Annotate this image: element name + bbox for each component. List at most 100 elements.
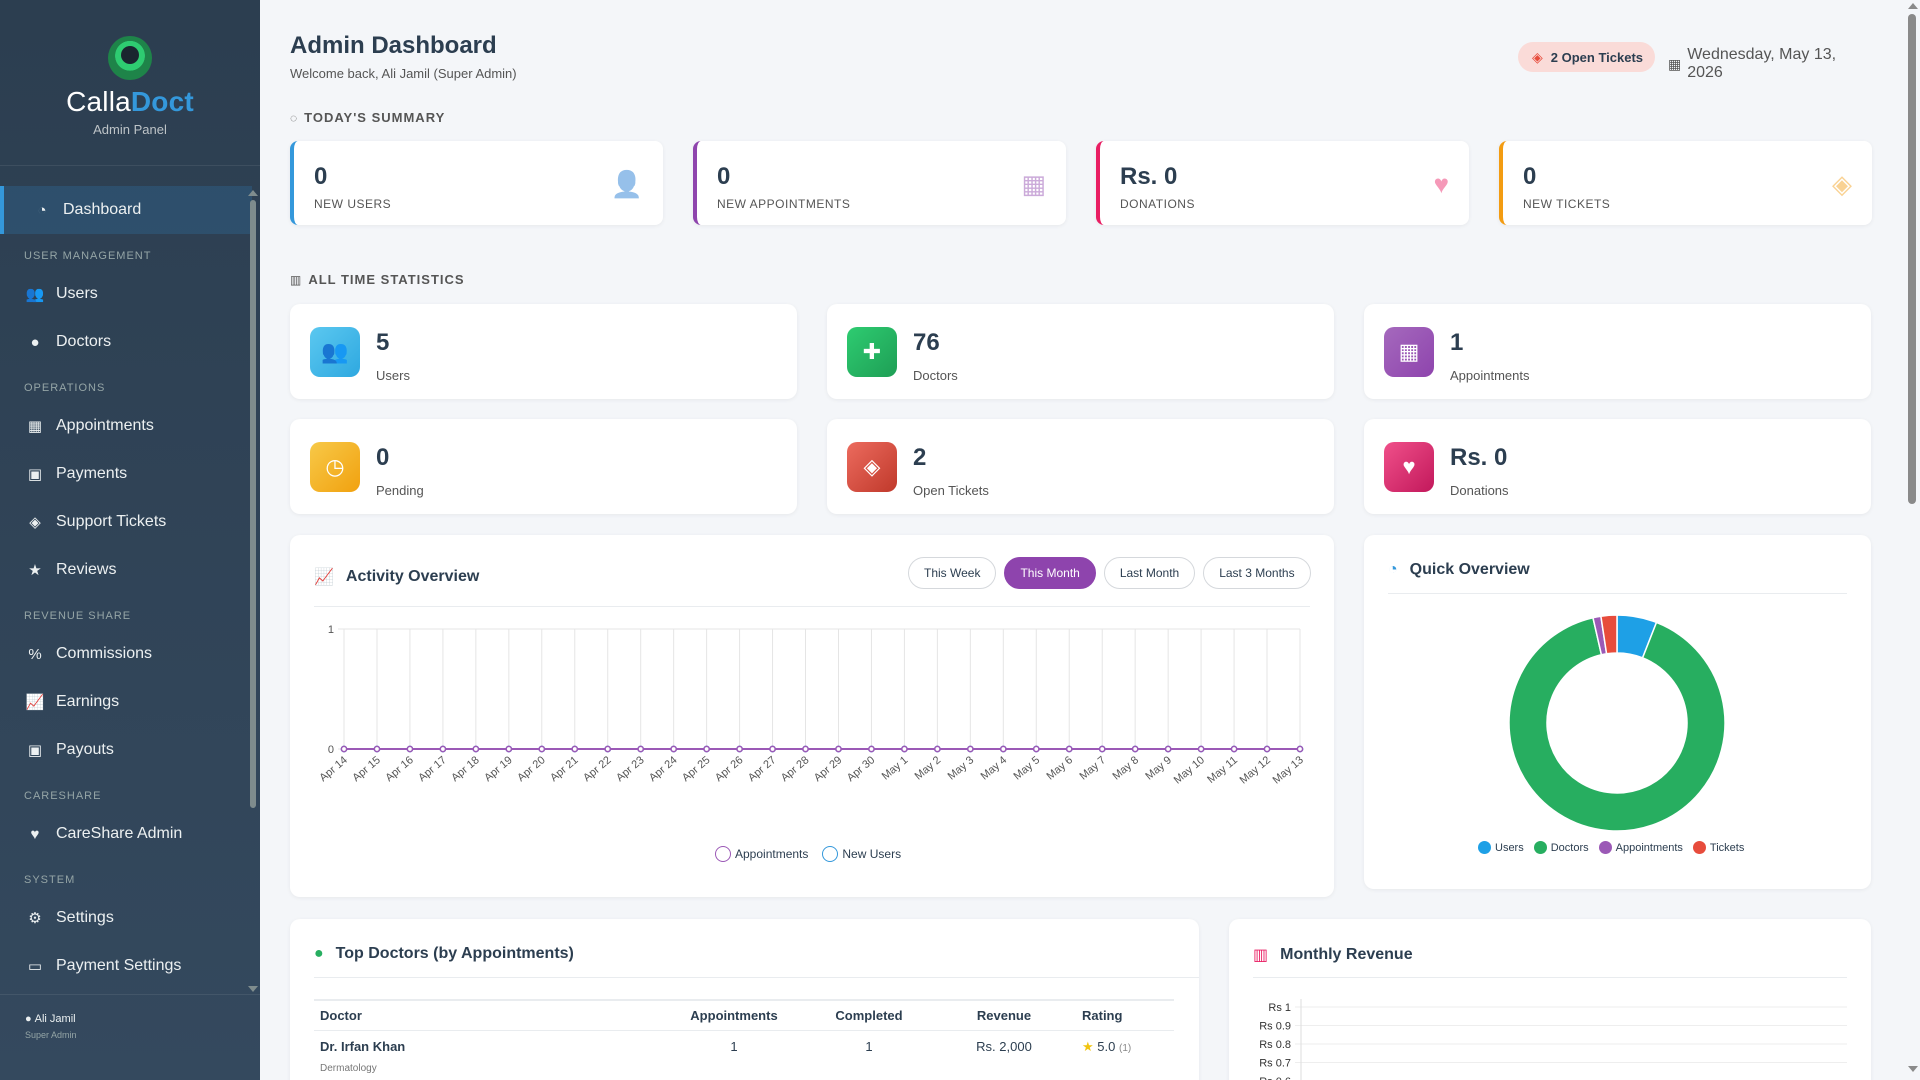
panel-divider [314,977,1199,978]
all-time-statistics-text: ALL TIME STATISTICS [308,272,465,287]
sidebar-item-careshare-admin[interactable]: ♥ CareShare Admin [0,810,252,858]
legend-item-users[interactable]: Users [1478,841,1524,854]
sidebar-user[interactable]: ● Ali Jamil Super Admin [0,994,260,1080]
doctor-name[interactable]: Dr. Irfan Khan [320,1038,406,1054]
filter-last-month-button[interactable]: Last Month [1103,557,1196,589]
data-point [571,745,579,753]
sidebar-user-name: Ali Jamil [34,1013,76,1025]
y-tick-label: Rs 0.7 [1259,1058,1291,1070]
brand-name[interactable]: CallaDoct [0,86,260,118]
sidebar-item-label: Appointments [56,417,154,434]
y-tick-label: Rs 1 [1268,1002,1291,1014]
sidebar-item-label: Earnings [56,693,120,710]
sidebar-item-payments[interactable]: ▣ Payments [0,450,252,498]
sidebar-nav: ◔ Dashboard USER MANAGEMENT 👥 Users ● Docto… [0,186,252,992]
calendar-icon: ▦ [27,418,43,435]
rating-cell: ★ 5.0 (1) [1064,1030,1174,1074]
donut-slice-tickets [1600,614,1618,655]
legend-item-doctors[interactable]: Doctors [1533,841,1589,854]
data-point [538,745,546,753]
column-header-rating[interactable]: Rating [1064,999,1174,1031]
x-tick-label: Apr 30 [845,754,878,784]
data-point [966,745,974,753]
data-point [406,745,414,753]
x-tick-label: Apr 20 [515,754,548,784]
quick-overview-donut-chart[interactable] [1364,605,1871,835]
column-header-appointments[interactable]: Appointments [674,999,794,1031]
sidebar-item-payouts[interactable]: ▣ Payouts [0,726,252,774]
sidebar-item-doctors[interactable]: ● Doctors [0,318,252,366]
legend-item-new-users[interactable]: New Users [822,846,901,862]
sidebar-item-users[interactable]: 👥 Users [0,270,252,318]
data-point [1065,745,1073,753]
legend-item-appointments[interactable]: Appointments [1598,841,1683,854]
summary-label: NEW TICKETS [1523,197,1611,211]
legend-swatch [1692,841,1706,854]
page-scroll-up-arrow[interactable] [1908,3,1918,9]
doctor-cell: Dr. Irfan Khan Dermatology [314,1030,674,1074]
top-doctors-panel: ● Top Doctors (by Appointments) Doctor Ap… [290,919,1199,1080]
column-header-completed[interactable]: Completed [794,999,944,1031]
sidebar-item-label: Support Tickets [56,513,167,530]
column-header-revenue[interactable]: Revenue [944,999,1064,1031]
data-point [868,745,875,753]
quick-overview-title-text: Quick Overview [1409,561,1530,578]
x-tick-label: May 12 [1238,754,1273,786]
calendar-plus-icon: ▦ [1021,169,1046,199]
page-scroll-down-arrow[interactable] [1908,1066,1918,1072]
quick-overview-title: ◔ Quick Overview [1388,561,1530,579]
data-point [934,745,941,753]
sidebar-scroll-down-arrow[interactable] [248,986,258,992]
sidebar-item-payment-settings[interactable]: ▭ Payment Settings [0,942,252,990]
completed-cell: 1 [865,1038,873,1054]
sidebar-item-label: Commissions [56,645,153,662]
table-header-row: Doctor Appointments Completed Revenue Ra… [314,999,1174,1031]
sidebar-item-earnings[interactable]: 📈 Earnings [0,678,252,726]
y-tick-label: Rs 0.8 [1259,1039,1291,1051]
data-point [637,745,645,753]
legend-swatch [715,846,731,862]
sidebar-section-user-management: USER MANAGEMENT [24,250,152,262]
filter-this-week-button[interactable]: This Week [908,557,997,589]
quick-overview-panel: ◔ Quick Overview Users Doctors Appointmen… [1364,535,1871,889]
open-tickets-pill[interactable]: ◈ 2 Open Tickets [1518,42,1656,72]
x-tick-label: Apr 18 [449,754,482,784]
sidebar-item-support-tickets[interactable]: ◈ Support Tickets [0,498,252,546]
gear-icon: ⚙ [28,910,42,927]
data-point [1230,745,1238,753]
y-tick-label: 1 [328,624,334,636]
monthly-revenue-chart[interactable]: Rs 1 Rs 0.9 Rs 0.8 Rs 0.7 Rs 0.6 [1229,999,1871,1080]
x-tick-label: Apr 28 [779,754,812,784]
quick-overview-legend: Users Doctors Appointments Tickets [1478,841,1754,854]
open-tickets-label: 2 Open Tickets [1550,49,1644,65]
stat-value: 1 [1450,329,1464,356]
filter-last-3-months-button[interactable]: Last 3 Months [1203,557,1311,589]
page-scrollbar-thumb[interactable] [1908,14,1916,504]
data-point [999,745,1007,753]
legend-swatch [1533,841,1547,854]
y-tick-label: Rs 0.9 [1259,1021,1291,1033]
sidebar-section-careshare: CARESHARE [24,790,102,802]
sidebar-item-settings[interactable]: ⚙ Settings [0,894,252,942]
brand-name-part2: Doct [130,86,194,117]
column-header-doctor[interactable]: Doctor [314,999,674,1031]
sidebar-item-appointments[interactable]: ▦ Appointments [0,402,252,450]
sidebar-scroll-up-arrow[interactable] [248,190,258,196]
sidebar-item-commissions[interactable]: % Commissions [0,630,252,678]
legend-label: New Users [842,847,902,861]
current-date-text: Wednesday, May 13, 2026 [1687,46,1837,81]
stat-card-pending: ◷ 0 Pending [290,419,797,514]
legend-item-appointments[interactable]: Appointments [715,846,808,862]
ticket-icon: ◈ [1532,48,1543,65]
filter-this-month-button[interactable]: This Month [1004,557,1096,589]
data-point [1164,745,1172,753]
sidebar-item-reviews[interactable]: ★ Reviews [0,546,252,594]
data-point [670,745,678,753]
stat-card-donations: ♥ Rs. 0 Donations [1364,419,1871,514]
legend-item-tickets[interactable]: Tickets [1692,841,1744,854]
sidebar-item-dashboard[interactable]: ◔ Dashboard [0,186,252,234]
table-row[interactable]: Dr. Irfan Khan Dermatology 1 1 Rs. 2,000… [314,1030,1174,1074]
sidebar-scrollbar-thumb[interactable] [250,200,256,808]
stat-value: Rs. 0 [1450,444,1508,471]
